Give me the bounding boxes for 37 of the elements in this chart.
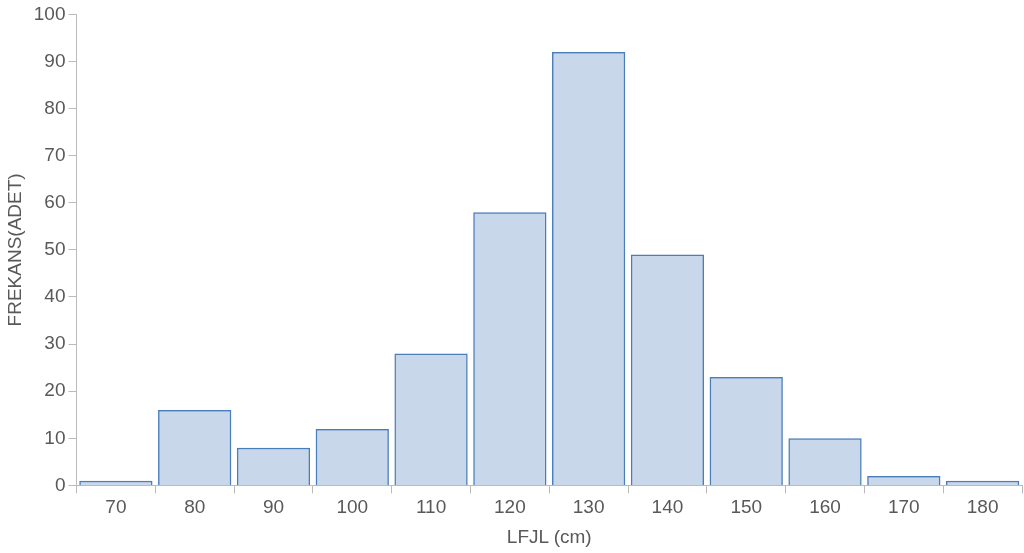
- y-tick-label: 50: [44, 238, 66, 260]
- bar: [709, 377, 783, 485]
- bar: [788, 438, 862, 485]
- bar: [867, 475, 941, 485]
- bar: [236, 447, 311, 485]
- x-tick-label: 170: [887, 496, 920, 518]
- bar: [79, 480, 153, 485]
- x-tick-label: 120: [494, 496, 526, 518]
- bar: [315, 428, 389, 485]
- y-axis-title: FREKANS(ADET): [3, 173, 25, 327]
- y-tick-label: 40: [44, 285, 66, 307]
- x-tick-label: 100: [336, 496, 369, 518]
- x-axis-title: LFJL (cm): [506, 525, 592, 547]
- y-tick-label: 100: [33, 2, 66, 24]
- x-tick-label: 90: [262, 496, 285, 518]
- bar: [473, 212, 547, 485]
- y-tick-label: 0: [54, 473, 66, 495]
- x-tick-label: 70: [105, 496, 127, 518]
- y-tick-label: 80: [44, 96, 66, 118]
- bar: [158, 410, 232, 485]
- x-tick-label: 80: [184, 496, 206, 518]
- x-tick-label: 150: [730, 496, 763, 518]
- x-tick-label: 180: [966, 496, 999, 518]
- y-tick-label: 10: [44, 426, 66, 448]
- x-tick-label: 140: [651, 496, 684, 518]
- y-tick-label: 70: [44, 143, 66, 165]
- x-tick-label: 110: [415, 496, 447, 518]
- bar: [394, 353, 468, 485]
- y-tick-label: 30: [44, 332, 66, 354]
- y-tick-label: 20: [44, 379, 66, 401]
- y-tick-label: 60: [44, 191, 66, 213]
- bar: [630, 254, 705, 485]
- x-tick-label: 160: [809, 496, 841, 518]
- x-tick-label: 130: [572, 496, 605, 518]
- bar: [552, 52, 626, 485]
- bar: [945, 480, 1020, 485]
- y-tick-label: 90: [44, 49, 66, 71]
